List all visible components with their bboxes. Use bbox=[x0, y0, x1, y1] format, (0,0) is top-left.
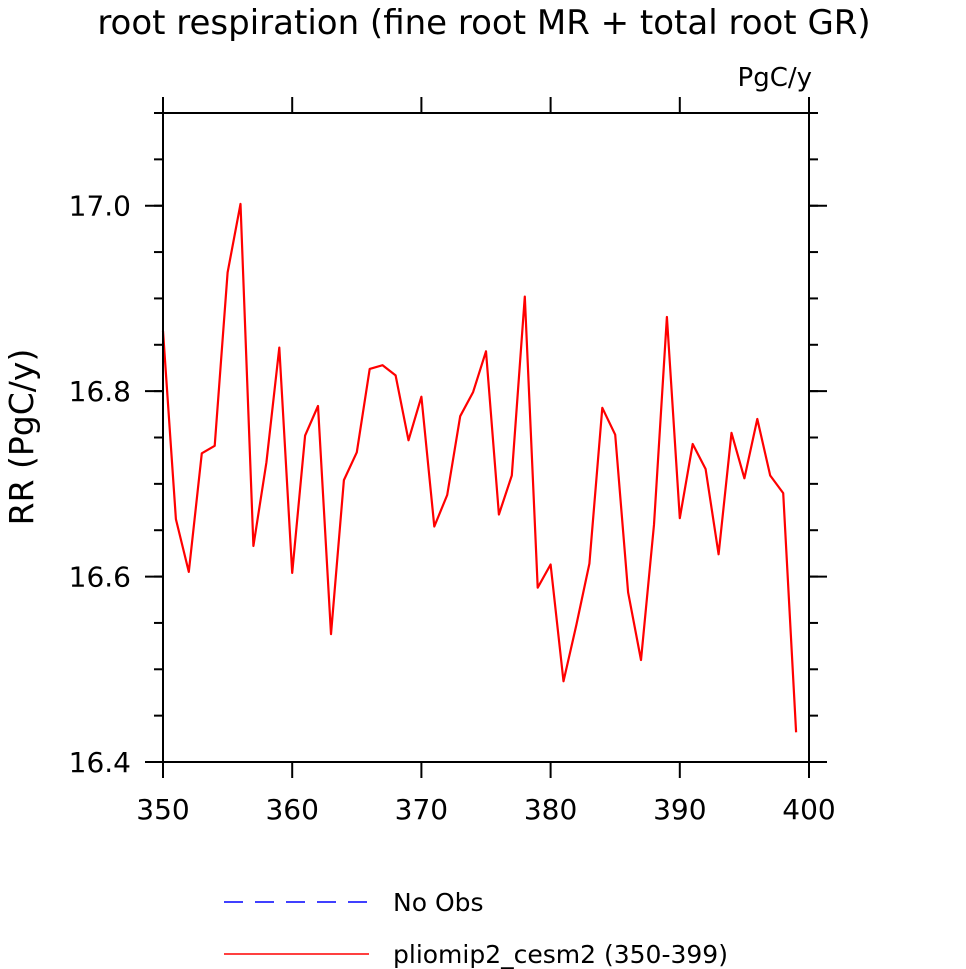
x-tick-label: 390 bbox=[653, 793, 706, 826]
legend: No Obs pliomip2_cesm2 (350-399) bbox=[224, 888, 728, 969]
axis-ticks bbox=[145, 97, 827, 778]
plot-frame bbox=[162, 112, 810, 763]
legend-label: No Obs bbox=[393, 888, 484, 917]
x-tick-label: 360 bbox=[265, 793, 318, 826]
series-lines bbox=[161, 202, 798, 733]
tick-labels: 350 360 370 380 390 400 16.4 16.6 16.8 17.0 bbox=[69, 190, 836, 826]
plot-area: 350 360 370 380 390 400 16.4 16.6 16.8 17.0 bbox=[69, 97, 836, 826]
y-tick-label: 16.6 bbox=[69, 561, 131, 594]
legend-label: pliomip2_cesm2 (350-399) bbox=[393, 940, 728, 969]
x-tick-label: 370 bbox=[395, 793, 448, 826]
units-label: PgC/y bbox=[738, 63, 812, 93]
y-tick-label: 17.0 bbox=[69, 190, 131, 223]
y-tick-label: 16.4 bbox=[69, 746, 131, 779]
x-tick-label: 400 bbox=[782, 793, 835, 826]
series-line bbox=[161, 202, 798, 733]
y-axis-label: RR (PgC/y) bbox=[2, 349, 41, 526]
x-tick-label: 380 bbox=[524, 793, 577, 826]
chart-title: root respiration (fine root MR + total r… bbox=[97, 3, 870, 43]
x-tick-label: 350 bbox=[136, 793, 189, 826]
y-tick-label: 16.8 bbox=[69, 375, 131, 408]
